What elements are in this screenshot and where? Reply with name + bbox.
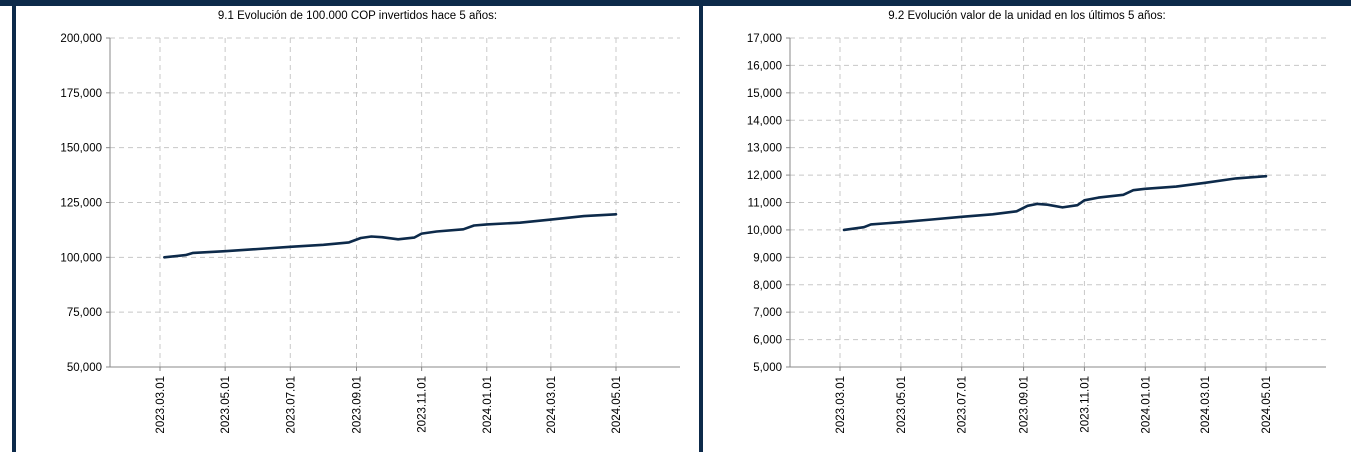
series-line (842, 174, 1268, 232)
y-tick-label: 200,000 (60, 33, 102, 45)
y-tick-label: 175,000 (60, 88, 102, 100)
x-tick-label: 2024.05.01 (1261, 376, 1273, 434)
top-border (0, 0, 1351, 6)
chart-title: 9.2 Evolución valor de la unidad en los … (888, 10, 1166, 22)
x-tick-label: 2024.01.01 (1140, 376, 1152, 434)
y-tick-label: 17,000 (747, 33, 782, 45)
y-tick-label: 100,000 (60, 252, 102, 264)
x-tick-label: 2024.01.01 (482, 376, 494, 434)
y-tick-label: 5,000 (753, 362, 782, 374)
unit-value-line-chart: 17,000 16,000 15,000 14,000 13,000 12,000 11,0… (747, 33, 1326, 434)
x-tick-label: 2024.03.01 (546, 376, 558, 434)
y-tick-label: 7,000 (753, 307, 782, 319)
x-tick-label: 2023.05.01 (896, 376, 908, 434)
x-tick-label: 2023.09.01 (1019, 376, 1031, 434)
center-divider (699, 6, 703, 452)
series-line (163, 213, 618, 259)
y-tick-label: 15,000 (747, 88, 782, 100)
y-tick-label: 11,000 (748, 198, 782, 210)
x-tick-label: 2023.07.01 (957, 376, 969, 434)
y-tick-label: 13,000 (747, 143, 782, 155)
x-tick-label: 2024.05.01 (611, 376, 623, 434)
y-tick-label: 9,000 (753, 252, 782, 264)
y-tick-label: 75,000 (67, 307, 102, 319)
y-tick-label: 8,000 (753, 280, 782, 292)
x-tick-label: 2024.03.01 (1200, 376, 1212, 434)
x-tick-label: 2023.11.01 (417, 376, 429, 433)
y-tick-label: 125,000 (60, 198, 102, 210)
investment-line-chart: 200,000 175,000 150,000 125,000 100,000 75,00… (60, 33, 680, 434)
left-border (12, 6, 16, 452)
x-tick-label: 2023.07.01 (285, 376, 297, 434)
y-tick-label: 6,000 (753, 335, 782, 347)
chart-title: 9.1 Evolución de 100.000 COP invertidos … (217, 10, 498, 22)
x-tick-label: 2023.11.01 (1079, 376, 1091, 433)
x-tick-label: 2023.03.01 (155, 376, 167, 434)
y-tick-label: 12,000 (747, 170, 782, 182)
x-tick-label: 2023.03.01 (835, 376, 847, 434)
y-tick-label: 14,000 (747, 115, 782, 127)
chart-panel-investment: 9.1 Evolución de 100.000 COP invertidos … (16, 8, 699, 452)
top-border-gap (0, 6, 1351, 8)
y-tick-label: 150,000 (60, 143, 102, 155)
y-tick-label: 10,000 (747, 225, 782, 237)
x-tick-label: 2023.09.01 (351, 376, 363, 434)
chart-panel-unit-value: 9.2 Evolución valor de la unidad en los … (703, 8, 1351, 452)
y-tick-label: 50,000 (67, 362, 102, 374)
y-tick-label: 16,000 (747, 60, 782, 72)
x-tick-label: 2023.05.01 (220, 376, 232, 434)
